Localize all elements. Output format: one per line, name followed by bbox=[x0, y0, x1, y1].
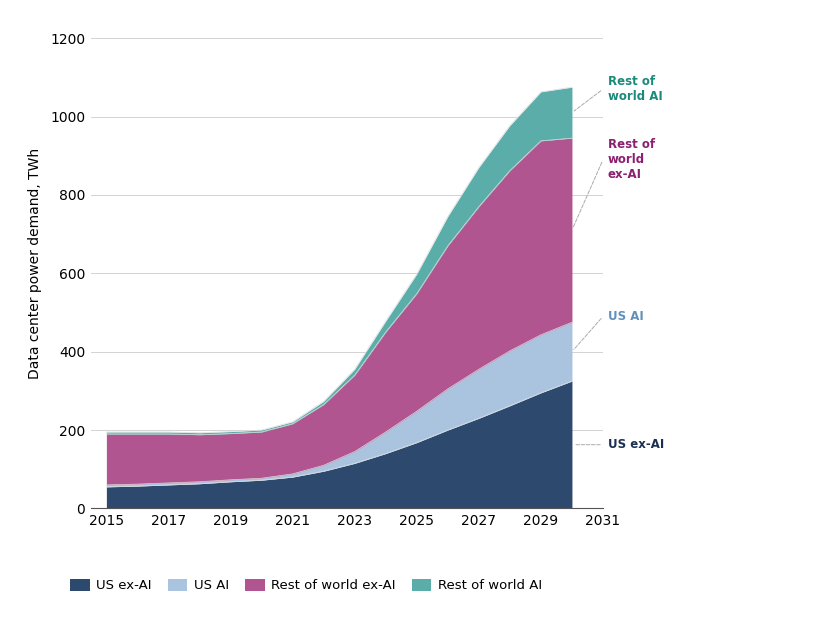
Text: US ex-AI: US ex-AI bbox=[608, 438, 664, 451]
Y-axis label: Data center power demand, TWh: Data center power demand, TWh bbox=[28, 148, 42, 379]
Text: US AI: US AI bbox=[608, 310, 643, 323]
Text: Rest of
world
ex-AI: Rest of world ex-AI bbox=[608, 138, 655, 181]
Legend: US ex-AI, US AI, Rest of world ex-AI, Rest of world AI: US ex-AI, US AI, Rest of world ex-AI, Re… bbox=[64, 574, 548, 598]
Text: Rest of
world AI: Rest of world AI bbox=[608, 75, 662, 103]
